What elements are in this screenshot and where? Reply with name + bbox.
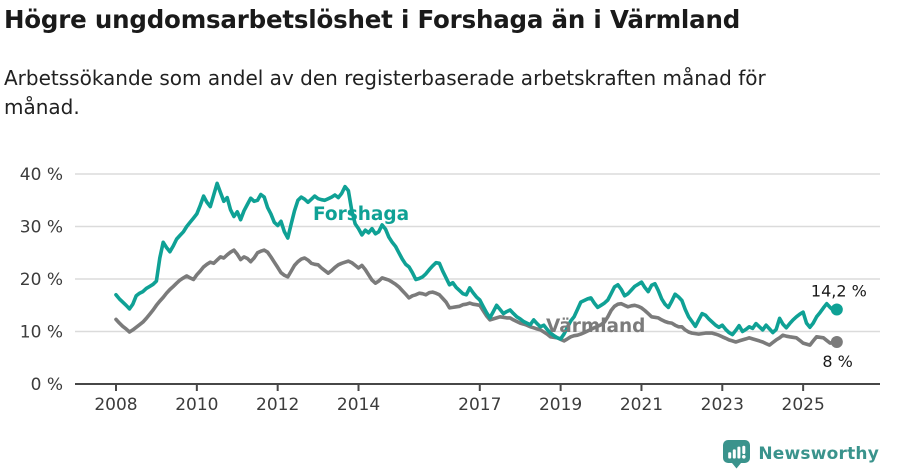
- y-axis-label-20: 20 %: [20, 270, 63, 290]
- chart-subtitle: Arbetssökande som andel av den registerb…: [4, 64, 766, 122]
- logo-exclamation-dot: [742, 455, 746, 459]
- newsworthy-logo-icon: [723, 440, 751, 469]
- logo-bar-medium: [733, 449, 737, 459]
- end-value-label-forshaga: 14,2 %: [811, 281, 867, 300]
- y-axis-label-10: 10 %: [20, 323, 63, 343]
- newsworthy-logo-text: Newsworthy: [758, 444, 879, 464]
- y-axis-label-0: 0 %: [31, 375, 63, 395]
- logo-bar-small: [728, 452, 732, 459]
- page-title: Högre ungdomsarbetslöshet i Forshaga än …: [4, 5, 741, 34]
- series-label-varmland: Värmland: [546, 316, 645, 337]
- x-axis-label-2017: 2017: [458, 395, 501, 415]
- x-axis-label-2012: 2012: [256, 395, 299, 415]
- end-dot-forshaga: [830, 303, 843, 316]
- x-axis-label-2025: 2025: [782, 395, 825, 415]
- logo-bar-large: [737, 446, 741, 459]
- y-axis-label-30: 30 %: [20, 218, 63, 238]
- subtitle-line-1: Arbetssökande som andel av den registerb…: [4, 66, 766, 90]
- newsworthy-logo: Newsworthy: [722, 439, 879, 469]
- logo-exclamation-stem: [742, 445, 746, 454]
- series-line-forshaga: [114, 181, 839, 341]
- series-line-varmland: [114, 248, 839, 347]
- end-value-label-varmland: 8 %: [822, 352, 852, 371]
- x-axis-label-2010: 2010: [175, 395, 218, 415]
- y-axis-label-40: 40 %: [20, 165, 63, 185]
- x-axis-label-2014: 2014: [337, 395, 380, 415]
- series-label-forshaga: Forshaga: [313, 204, 409, 225]
- x-axis-label-2021: 2021: [620, 395, 663, 415]
- x-axis-label-2023: 2023: [701, 395, 744, 415]
- x-axis-label-2008: 2008: [94, 395, 137, 415]
- end-dot-varmland: [830, 336, 843, 348]
- subtitle-line-2: månad.: [4, 95, 80, 119]
- x-axis-label-2019: 2019: [539, 395, 582, 415]
